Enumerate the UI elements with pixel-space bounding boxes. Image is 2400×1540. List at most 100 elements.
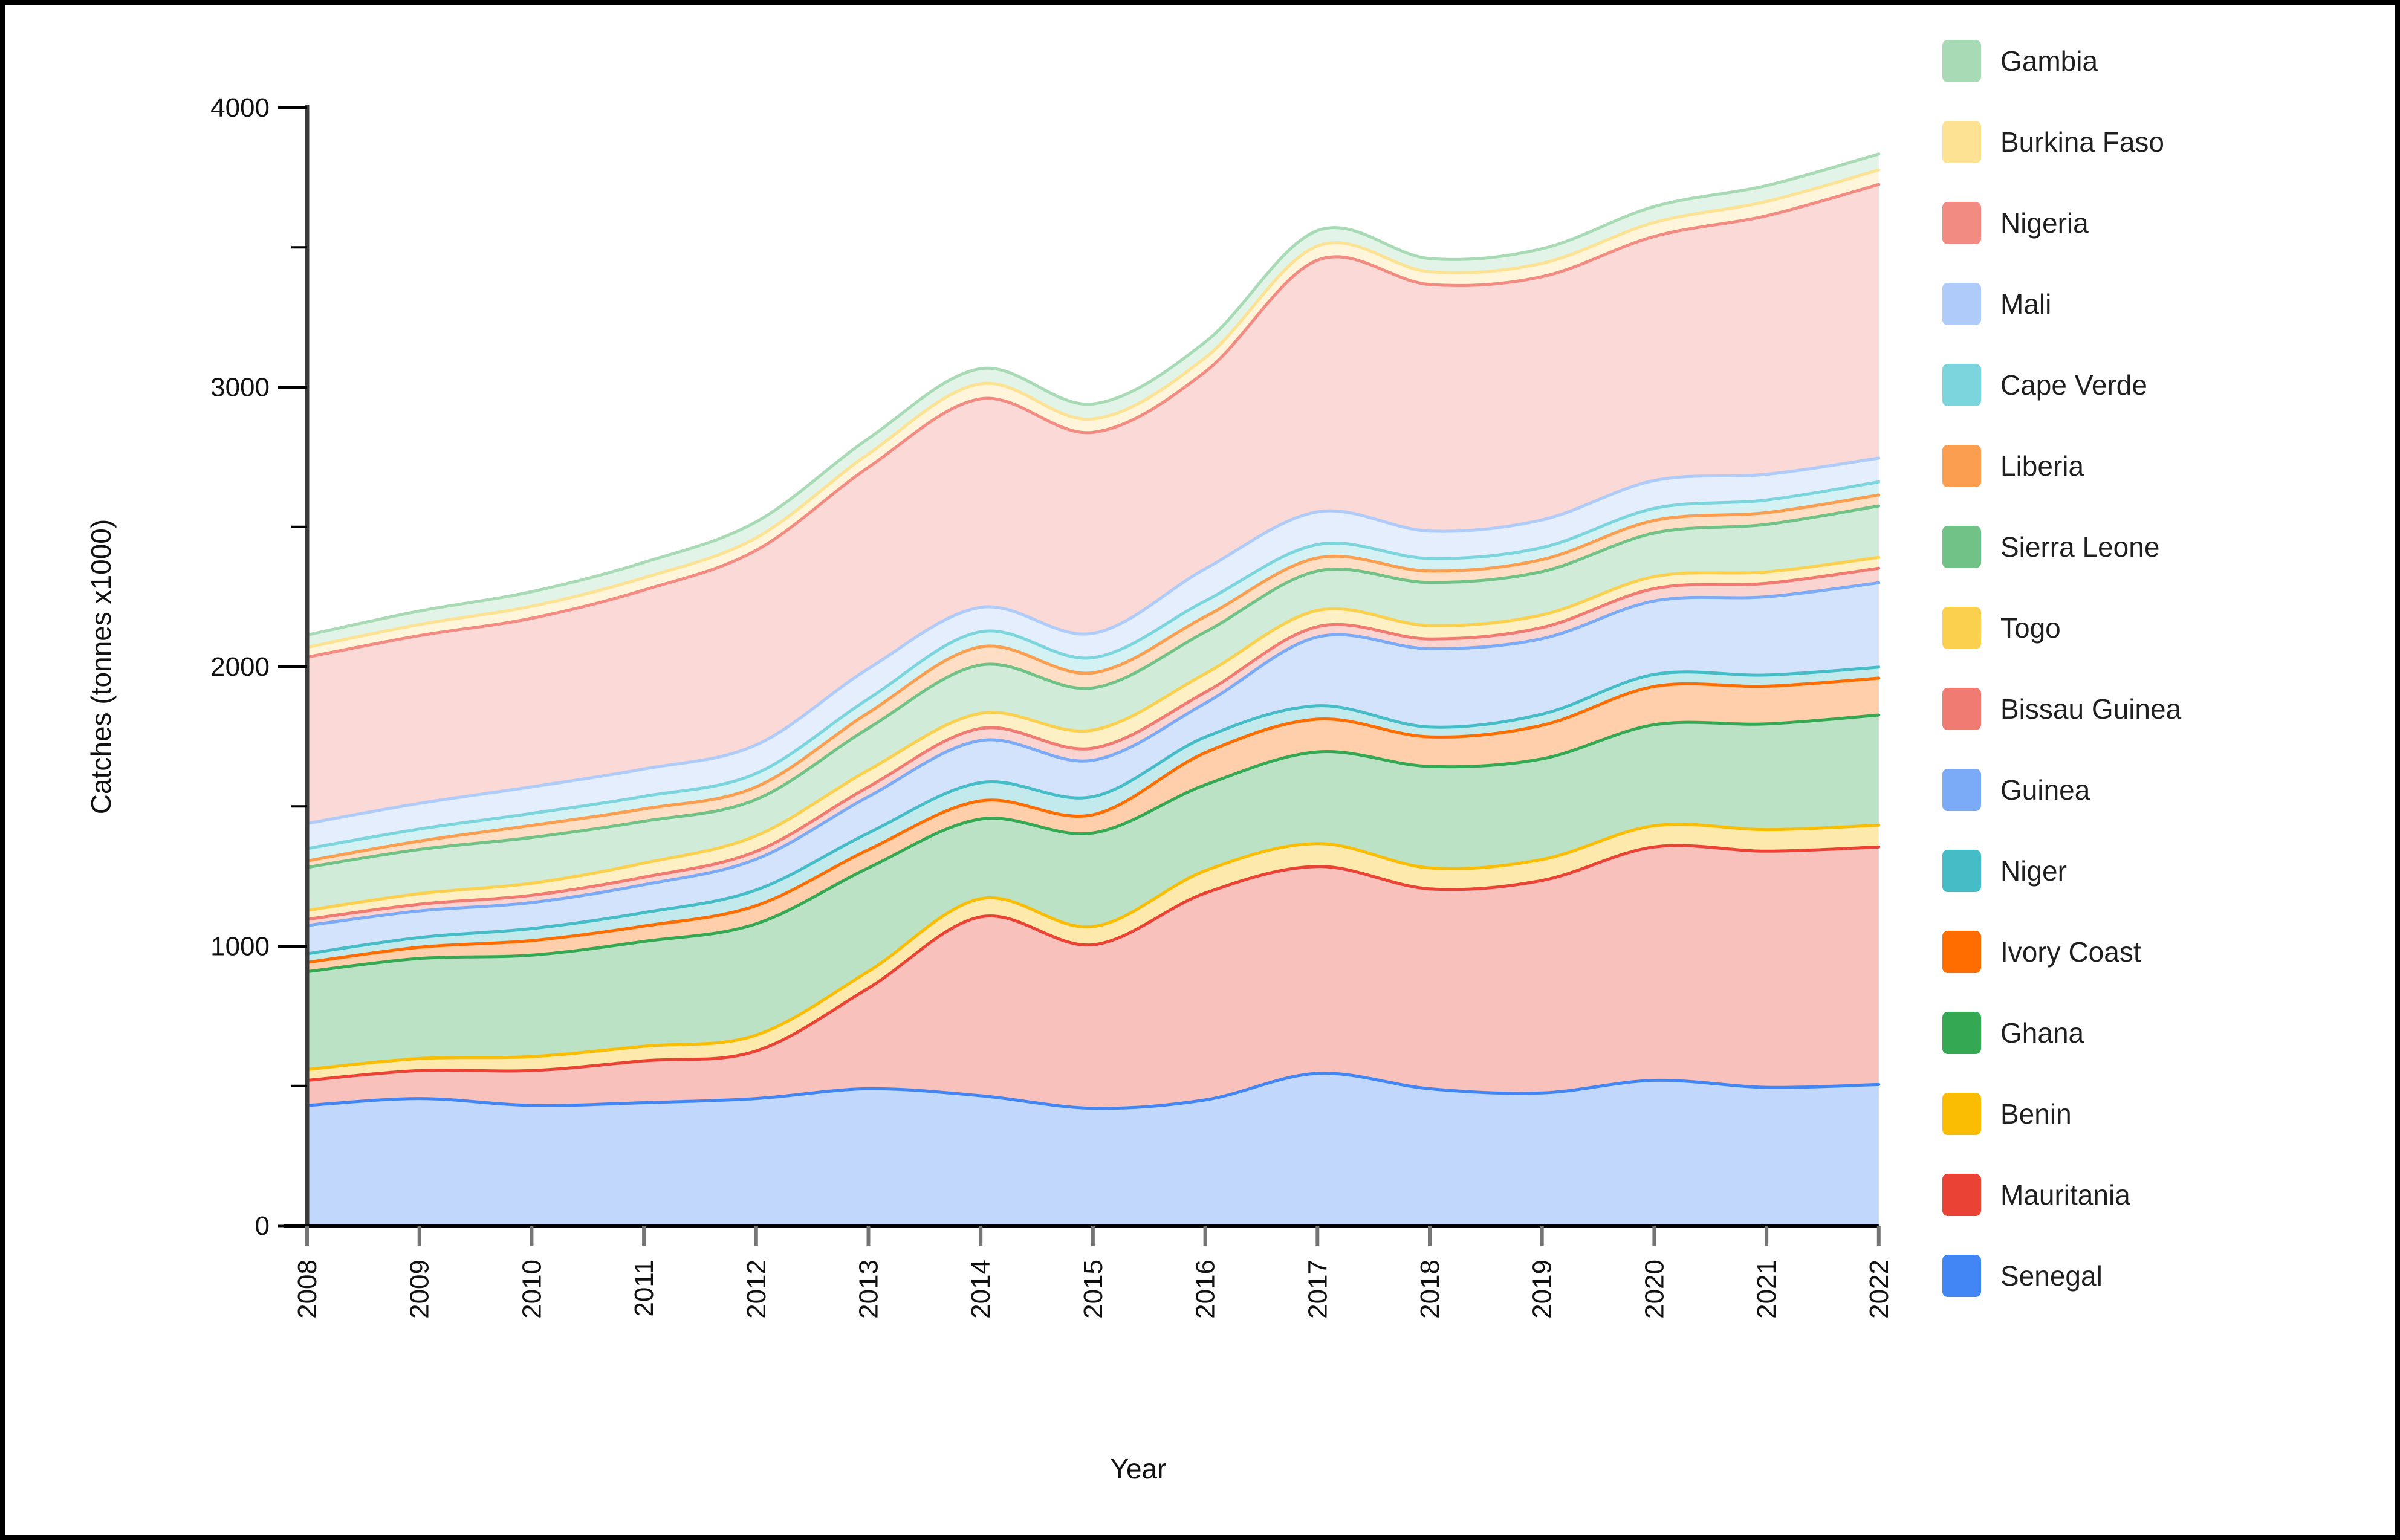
- legend-label-mali: Mali: [2000, 288, 2052, 320]
- area-senegal: [307, 1073, 1879, 1226]
- legend-swatch-gambia: [1942, 40, 1981, 82]
- x-tick-label-2022: 2022: [1864, 1260, 1894, 1319]
- legend-item-liberia: Liberia: [1942, 445, 2181, 487]
- x-tick-label-2013: 2013: [854, 1260, 884, 1319]
- legend-swatch-liberia: [1942, 445, 1981, 487]
- x-tick-label-2017: 2017: [1303, 1260, 1332, 1319]
- y-tick-label-0: 0: [255, 1211, 270, 1241]
- x-tick-label-2010: 2010: [517, 1260, 546, 1319]
- legend-label-guinea: Guinea: [2000, 774, 2090, 806]
- y-tick-label-1000: 1000: [210, 932, 270, 962]
- line-cape-verde: [305, 480, 1881, 850]
- legend-swatch-niger: [1942, 850, 1981, 892]
- x-tick-label-2021: 2021: [1752, 1260, 1782, 1319]
- area-liberia: [307, 495, 1879, 868]
- legend-item-gambia: Gambia: [1942, 40, 2181, 82]
- legend-swatch-mauritania: [1942, 1174, 1981, 1216]
- legend-item-senegal: Senegal: [1942, 1255, 2181, 1297]
- x-tick-label-2009: 2009: [405, 1260, 435, 1319]
- legend-label-cape-verde: Cape Verde: [2000, 369, 2147, 401]
- legend-swatch-cape-verde: [1942, 364, 1981, 406]
- legend-label-niger: Niger: [2000, 855, 2067, 887]
- x-tick-label-2016: 2016: [1191, 1260, 1221, 1319]
- legend-label-benin: Benin: [2000, 1098, 2072, 1130]
- x-tick-label-2015: 2015: [1078, 1260, 1108, 1319]
- line-sierra-leone: [305, 504, 1881, 869]
- y-tick-label-4000: 4000: [210, 93, 270, 123]
- stacked-area-chart: 0 1000 2000 3000 4000 2008 2009 2010 2011 2012 201…: [85, 93, 1894, 1484]
- legend-item-cape-verde: Cape Verde: [1942, 364, 2181, 406]
- line-niger: [305, 665, 1881, 956]
- legend-swatch-bissau-guinea: [1942, 688, 1981, 730]
- area-lines: [305, 152, 1881, 1110]
- legend-label-mauritania: Mauritania: [2000, 1179, 2130, 1211]
- line-benin: [305, 823, 1881, 1071]
- x-tick-label-2011: 2011: [629, 1260, 659, 1317]
- x-tick-label-2020: 2020: [1639, 1260, 1669, 1319]
- x-tick-label-2014: 2014: [966, 1260, 996, 1319]
- legend-swatch-sierra-leone: [1942, 526, 1981, 568]
- legend-item-guinea: Guinea: [1942, 769, 2181, 811]
- legend-item-nigeria: Nigeria: [1942, 202, 2181, 244]
- area-guinea: [307, 583, 1879, 954]
- x-axis-title: Year: [1111, 1453, 1167, 1484]
- line-gambia: [305, 152, 1881, 637]
- area-sierra-leone: [307, 506, 1879, 911]
- x-tick-label-2008: 2008: [293, 1260, 322, 1319]
- area-gambia: [307, 154, 1879, 648]
- legend-item-togo: Togo: [1942, 607, 2181, 649]
- legend-item-bissau-guinea: Bissau Guinea: [1942, 688, 2181, 730]
- legend-swatch-nigeria: [1942, 202, 1981, 244]
- legend-swatch-burkina-faso: [1942, 121, 1981, 163]
- x-tick-label-2012: 2012: [742, 1260, 771, 1319]
- area-ghana: [307, 715, 1879, 1070]
- legend-item-niger: Niger: [1942, 850, 2181, 892]
- area-burkina-faso: [307, 170, 1879, 658]
- legend-item-ghana: Ghana: [1942, 1012, 2181, 1054]
- legend: Gambia Burkina Faso Nigeria Mali Cape Verde L…: [1942, 40, 2181, 1297]
- legend-swatch-mali: [1942, 283, 1981, 325]
- area-nigeria: [307, 184, 1879, 824]
- area-togo: [307, 557, 1879, 920]
- line-burkina-faso: [305, 168, 1881, 649]
- legend-label-gambia: Gambia: [2000, 45, 2098, 77]
- legend-label-ivory-coast: Ivory Coast: [2000, 936, 2141, 968]
- legend-label-bissau-guinea: Bissau Guinea: [2000, 693, 2182, 725]
- legend-item-sierra-leone: Sierra Leone: [1942, 526, 2181, 568]
- legend-label-senegal: Senegal: [2000, 1260, 2103, 1292]
- legend-swatch-benin: [1942, 1093, 1981, 1135]
- x-tick-label-2018: 2018: [1415, 1260, 1445, 1319]
- line-mali: [305, 456, 1881, 825]
- legend-swatch-ivory-coast: [1942, 931, 1981, 973]
- legend-swatch-ghana: [1942, 1012, 1981, 1054]
- area-mauritania: [307, 845, 1879, 1108]
- y-axis-title: Catches (tonnes x1000): [85, 519, 117, 814]
- axes: 0 1000 2000 3000 4000 2008 2009 2010 2011 2012 201…: [85, 93, 1894, 1484]
- line-togo: [305, 555, 1881, 912]
- line-bissau-guinea: [305, 566, 1881, 921]
- line-guinea: [305, 581, 1881, 927]
- y-tick-label-3000: 3000: [210, 373, 270, 403]
- legend-swatch-guinea: [1942, 769, 1981, 811]
- area-ivory-coast: [307, 678, 1879, 972]
- legend-item-ivory-coast: Ivory Coast: [1942, 931, 2181, 973]
- legend-label-togo: Togo: [2000, 612, 2061, 644]
- legend-label-sierra-leone: Sierra Leone: [2000, 531, 2160, 563]
- legend-item-benin: Benin: [1942, 1093, 2181, 1135]
- legend-label-ghana: Ghana: [2000, 1017, 2084, 1049]
- line-senegal: [305, 1072, 1881, 1110]
- legend-label-nigeria: Nigeria: [2000, 207, 2089, 239]
- y-tick-label-2000: 2000: [210, 652, 270, 682]
- x-tick-label-2019: 2019: [1528, 1260, 1557, 1319]
- line-liberia: [305, 493, 1881, 862]
- legend-swatch-togo: [1942, 607, 1981, 649]
- legend-label-liberia: Liberia: [2000, 450, 2084, 482]
- legend-swatch-senegal: [1942, 1255, 1981, 1297]
- line-mauritania: [305, 844, 1881, 1082]
- line-nigeria: [305, 183, 1881, 659]
- legend-label-burkina-faso: Burkina Faso: [2000, 126, 2165, 158]
- legend-item-burkina-faso: Burkina Faso: [1942, 121, 2181, 163]
- legend-item-mauritania: Mauritania: [1942, 1174, 2181, 1216]
- line-ivory-coast: [305, 676, 1881, 964]
